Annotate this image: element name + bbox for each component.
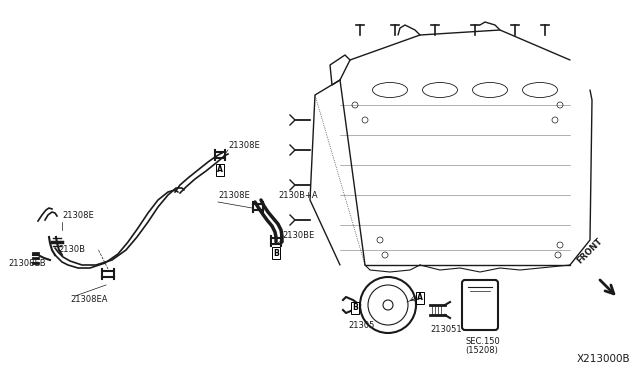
FancyBboxPatch shape xyxy=(462,280,498,330)
Text: 2130B: 2130B xyxy=(58,246,85,254)
Text: SEC.150: SEC.150 xyxy=(465,337,500,346)
Text: B: B xyxy=(352,304,358,312)
Text: 2130B+A: 2130B+A xyxy=(278,192,317,201)
Text: 21308E: 21308E xyxy=(62,212,93,221)
Text: 21308EB: 21308EB xyxy=(8,259,45,267)
Text: X213000B: X213000B xyxy=(577,354,630,364)
Text: B: B xyxy=(273,248,279,257)
Text: 21308E: 21308E xyxy=(218,192,250,201)
Text: (15208): (15208) xyxy=(465,346,498,355)
Text: 21308E: 21308E xyxy=(228,141,260,150)
Text: 213051: 213051 xyxy=(430,326,461,334)
Text: FRONT: FRONT xyxy=(575,236,605,265)
Text: 21305: 21305 xyxy=(348,321,374,330)
Text: A: A xyxy=(417,294,423,302)
Text: 21308EA: 21308EA xyxy=(70,295,108,305)
Text: A: A xyxy=(217,166,223,174)
Text: 2130BE: 2130BE xyxy=(282,231,314,241)
